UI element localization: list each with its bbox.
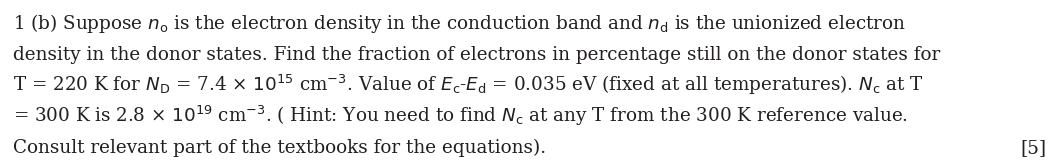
Text: density in the donor states. Find the fraction of electrons in percentage still : density in the donor states. Find the fr… [13, 46, 940, 64]
Text: Consult relevant part of the textbooks for the equations).: Consult relevant part of the textbooks f… [13, 139, 545, 157]
Text: T = 220 K for $N_\mathrm{D}$ = 7.4 × $10^{15}$ cm$^{-3}$. Value of $E_\mathrm{c}: T = 220 K for $N_\mathrm{D}$ = 7.4 × $10… [13, 73, 923, 97]
Text: = 300 K is 2.8 × $10^{19}$ cm$^{-3}$. ( Hint: You need to find $N_\mathrm{c}$ at: = 300 K is 2.8 × $10^{19}$ cm$^{-3}$. ( … [13, 104, 908, 128]
Text: 1 (b) Suppose $n_\mathrm{o}$ is the electron density in the conduction band and : 1 (b) Suppose $n_\mathrm{o}$ is the elec… [13, 12, 905, 35]
Text: [5]: [5] [1020, 139, 1046, 157]
